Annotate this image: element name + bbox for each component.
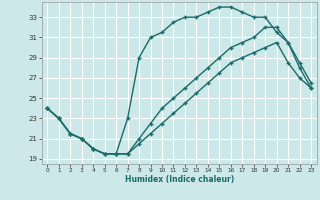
- X-axis label: Humidex (Indice chaleur): Humidex (Indice chaleur): [124, 175, 234, 184]
